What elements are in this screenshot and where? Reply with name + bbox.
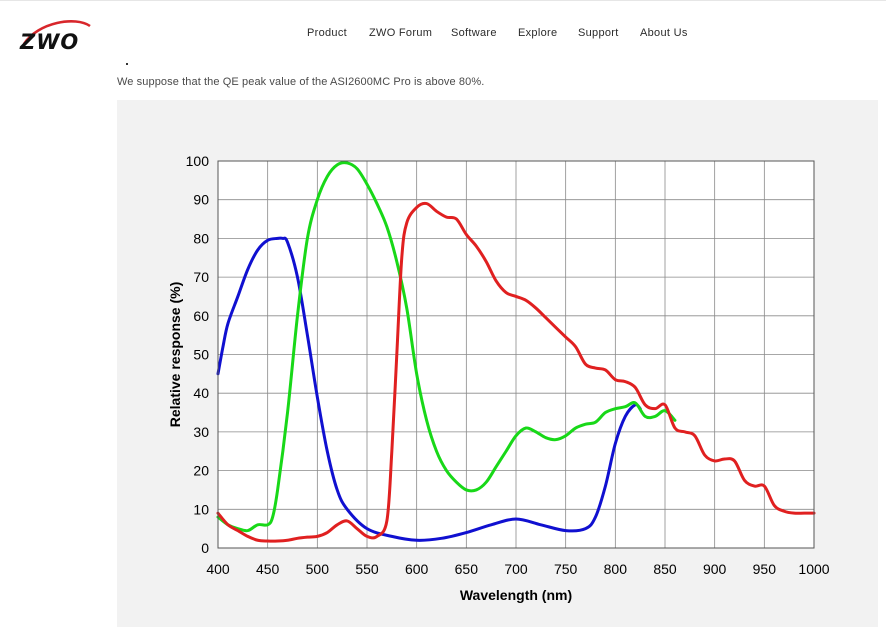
plot-frame	[217, 160, 815, 549]
nav-item-about-us[interactable]: About Us	[640, 27, 688, 39]
x-tick-label: 500	[306, 561, 330, 577]
x-tick-label: 600	[405, 561, 429, 577]
x-tick-label: 550	[355, 561, 379, 577]
qe-chart: 400 450 500 550 600 650 700 750 800 850 900 950 1000…	[167, 153, 830, 603]
nav-item-zwo-forum[interactable]: ZWO Forum	[369, 27, 433, 39]
series-line-0	[216, 236, 642, 542]
nav-item-product[interactable]: Product	[307, 27, 348, 39]
stray-dot	[126, 63, 128, 65]
y-tick-label: 70	[193, 269, 209, 285]
y-tick-label: 20	[193, 463, 209, 479]
top-border	[0, 0, 886, 1]
y-tick-label: 40	[193, 385, 209, 401]
y-tick-label: 90	[193, 192, 209, 208]
nav-item-software[interactable]: Software	[451, 27, 497, 39]
y-tick-label: 50	[193, 347, 209, 363]
nav-item-explore[interactable]: Explore	[518, 27, 558, 39]
svg-text:ZWO: ZWO	[19, 30, 79, 54]
y-axis-label: Relative response (%)	[167, 282, 183, 428]
x-tick-label: 400	[206, 561, 230, 577]
qe-caption: We suppose that the QE peak value of the…	[117, 76, 485, 88]
y-tick-label: 0	[201, 540, 209, 556]
x-tick-label: 950	[753, 561, 777, 577]
x-tick-labels: 400 450 500 550 600 650 700 750 800 850 900 950 1000	[206, 561, 829, 577]
x-tick-label: 750	[554, 561, 578, 577]
y-tick-label: 80	[193, 230, 209, 246]
x-tick-label: 850	[653, 561, 677, 577]
y-tick-label: 60	[193, 308, 209, 324]
x-tick-label: 450	[256, 561, 280, 577]
x-tick-label: 1000	[798, 561, 829, 577]
x-tick-label: 900	[703, 561, 727, 577]
y-tick-labels: 0 10 20 30 40 50 60 70 80 90 100	[186, 153, 210, 556]
chart-grid	[217, 160, 815, 549]
x-axis-label: Wavelength (nm)	[460, 587, 572, 603]
y-tick-label: 30	[193, 424, 209, 440]
y-tick-label: 10	[193, 501, 209, 517]
zwo-logo[interactable]: ZWO	[18, 18, 92, 54]
chart-series	[216, 161, 816, 543]
site-header: ZWO Product ZWO Forum Software Explore S…	[0, 1, 886, 67]
x-tick-label: 700	[504, 561, 528, 577]
nav-item-support[interactable]: Support	[578, 27, 619, 39]
series-line-2	[216, 201, 816, 543]
qe-chart-panel: 400 450 500 550 600 650 700 750 800 850 900 950 1000…	[117, 100, 878, 627]
y-tick-label: 100	[186, 153, 210, 169]
x-tick-label: 800	[604, 561, 628, 577]
x-tick-label: 650	[455, 561, 479, 577]
series-line-1	[216, 161, 677, 533]
